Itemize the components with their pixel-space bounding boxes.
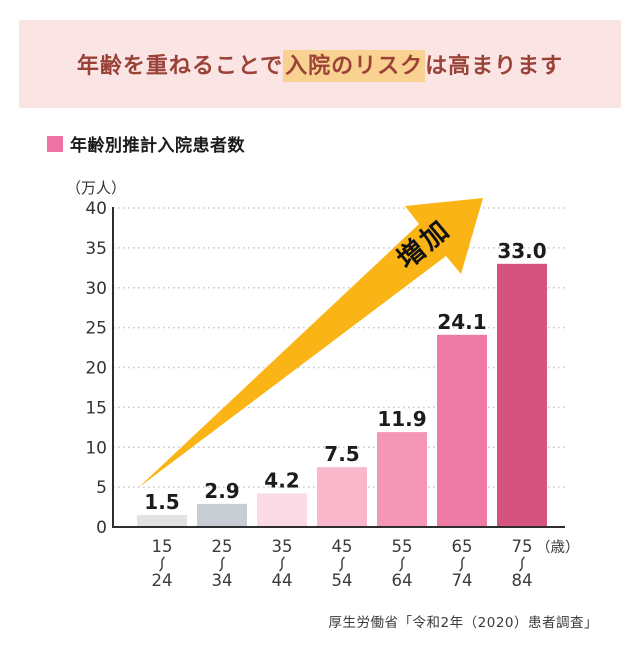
y-tick-label: 25 <box>85 319 107 339</box>
x-axis-unit-label: （歳） <box>536 539 580 556</box>
y-tick-label: 5 <box>96 478 107 498</box>
y-tick-label: 20 <box>85 359 107 379</box>
bar <box>257 493 307 527</box>
legend-marker-icon <box>47 135 63 152</box>
y-tick-label: 35 <box>85 239 107 259</box>
range-wave-separator-icon <box>279 556 285 572</box>
bar-value-label: 1.5 <box>144 490 179 514</box>
x-category-to: 64 <box>392 571 413 590</box>
range-wave-separator-icon <box>399 556 405 572</box>
x-category-from: 45 <box>332 537 353 556</box>
range-wave-separator-icon <box>219 556 225 572</box>
y-tick-label: 30 <box>85 279 107 299</box>
range-wave-separator-icon <box>339 556 345 572</box>
x-category-from: 15 <box>152 537 173 556</box>
chart-legend: 年齢別推計入院患者数 <box>47 131 245 156</box>
x-category-to: 54 <box>332 571 353 590</box>
bar <box>377 432 427 527</box>
x-category-to: 34 <box>212 571 233 590</box>
y-axis-unit-label: （万人） <box>66 179 127 197</box>
x-category-from: 55 <box>392 537 413 556</box>
y-tick-label: 0 <box>96 518 107 538</box>
title-text-prefix: 年齢を重ねることで <box>76 54 284 79</box>
bar-value-label: 2.9 <box>204 479 239 503</box>
bar <box>197 503 247 527</box>
range-wave-separator-icon <box>519 556 525 572</box>
bar <box>437 334 487 527</box>
y-tick-label: 15 <box>85 398 107 418</box>
bar-value-label: 7.5 <box>324 442 359 466</box>
bar <box>497 263 547 527</box>
bar <box>317 467 367 527</box>
x-category-to: 44 <box>272 571 293 590</box>
x-category-from: 25 <box>212 537 233 556</box>
bar-value-label: 11.9 <box>377 407 426 431</box>
bar-value-label: 4.2 <box>264 469 299 493</box>
x-category-to: 24 <box>152 571 173 590</box>
title-text-suffix: は高まります <box>425 54 564 79</box>
y-tick-label: 10 <box>85 438 107 458</box>
bar <box>137 515 187 527</box>
legend-label: 年齢別推計入院患者数 <box>70 136 245 156</box>
bar-value-label: 24.1 <box>437 310 486 334</box>
source-citation: 厚生労働省「令和2年（2020）患者調査」 <box>328 615 598 631</box>
x-category-from: 75 <box>512 537 533 556</box>
header-banner: 年齢を重ねることで入院のリスクは高まります <box>19 20 621 108</box>
y-tick-label: 40 <box>85 199 107 219</box>
title-highlight: 入院のリスク <box>283 50 426 82</box>
x-category-from: 35 <box>272 537 293 556</box>
x-category-to: 84 <box>512 571 533 590</box>
range-wave-separator-icon <box>159 556 165 572</box>
x-category-to: 74 <box>452 571 473 590</box>
x-category-from: 65 <box>452 537 473 556</box>
bar-value-label: 33.0 <box>497 239 546 263</box>
increase-arrow-icon <box>138 198 483 488</box>
range-wave-separator-icon <box>459 556 465 572</box>
page-title: 年齢を重ねることで入院のリスクは高まります <box>76 48 564 82</box>
